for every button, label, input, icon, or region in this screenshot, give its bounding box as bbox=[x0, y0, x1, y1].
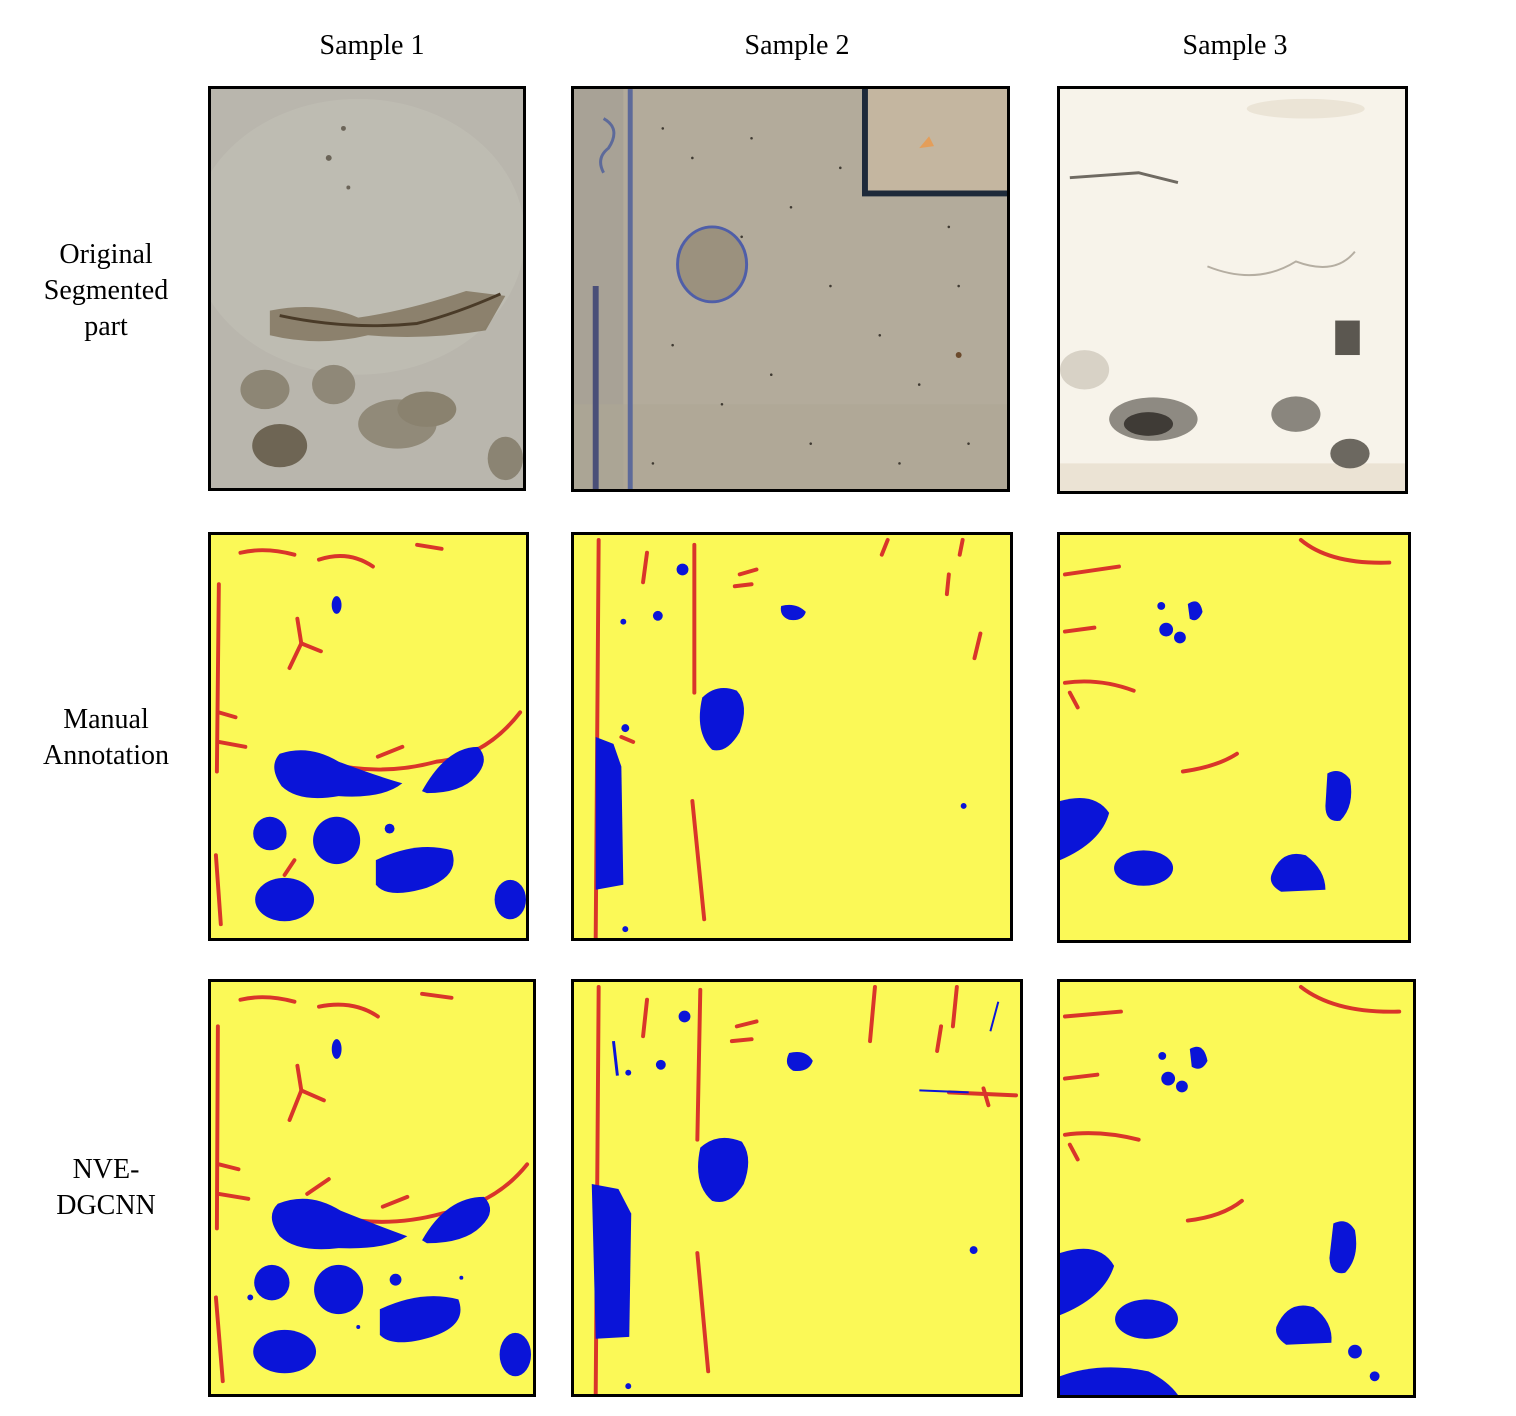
photo-sample-3 bbox=[1057, 86, 1408, 494]
background-region bbox=[1060, 535, 1408, 940]
crack-segments bbox=[1062, 537, 1392, 774]
column-header-sample-2: Sample 2 bbox=[744, 30, 850, 61]
row-label-line: part bbox=[84, 311, 128, 342]
row-label-line: Manual bbox=[63, 704, 149, 735]
column-header-sample-3: Sample 3 bbox=[1182, 30, 1288, 61]
spall-regions bbox=[1060, 601, 1352, 892]
spall-regions bbox=[247, 1039, 532, 1377]
prediction-sample-1 bbox=[208, 979, 536, 1397]
background-region bbox=[574, 535, 1010, 938]
annotation-sample-1 bbox=[208, 532, 529, 941]
prediction-sample-3 bbox=[1057, 979, 1416, 1398]
row-label-line: Original bbox=[59, 239, 153, 270]
row-label-line: Segmented bbox=[43, 275, 169, 306]
photo-sample-1 bbox=[208, 86, 526, 491]
spall-regions bbox=[595, 563, 967, 933]
crack-segments bbox=[213, 542, 523, 927]
spall-regions bbox=[253, 596, 526, 922]
row-label-manual: Manual Annotation bbox=[0, 702, 212, 774]
column-header-sample-1: Sample 1 bbox=[319, 30, 425, 61]
annotation-sample-3 bbox=[1057, 532, 1411, 943]
row-label-line: NVE- bbox=[72, 1154, 140, 1185]
annotation-sample-2 bbox=[571, 532, 1013, 941]
crack-segments bbox=[1062, 984, 1402, 1223]
row-label-nve-dgcnn: NVE- DGCNN bbox=[0, 1152, 212, 1224]
photo-sample-2 bbox=[571, 86, 1010, 492]
spall-regions bbox=[1060, 1046, 1380, 1395]
background-region bbox=[1060, 982, 1413, 1395]
row-label-original: Original Segmented part bbox=[0, 237, 212, 345]
row-label-line: Annotation bbox=[43, 740, 169, 771]
background-region bbox=[574, 982, 1020, 1394]
spall-regions bbox=[591, 1001, 1000, 1390]
background-region bbox=[211, 982, 533, 1394]
row-label-line: DGCNN bbox=[56, 1190, 156, 1221]
background-region bbox=[211, 535, 526, 938]
prediction-sample-2 bbox=[571, 979, 1023, 1397]
